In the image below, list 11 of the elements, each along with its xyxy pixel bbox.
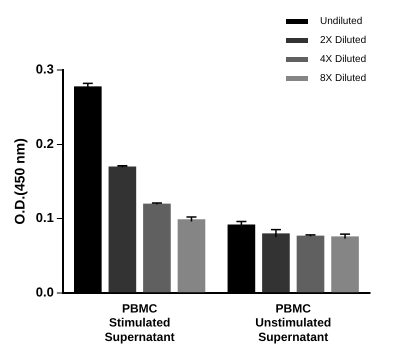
y-tick-label: 0.1 <box>36 210 54 226</box>
y-tick-label: 0.2 <box>36 136 54 151</box>
legend-label: 4X Diluted <box>320 54 366 65</box>
y-tick-label: 0.3 <box>36 62 54 77</box>
y-axis-title: O.D.(450 nm) <box>11 138 28 225</box>
x-tick-label: PBMC Unstimulated Supernatant <box>255 301 332 344</box>
legend-label: 8X Diluted <box>320 73 366 84</box>
x-tick-label: PBMC Stimulated Supernatant <box>104 301 175 344</box>
y-tick-label: 0.0 <box>36 284 54 300</box>
legend-label: Undiluted <box>320 16 362 27</box>
legend-label: 2X Diluted <box>320 35 366 46</box>
